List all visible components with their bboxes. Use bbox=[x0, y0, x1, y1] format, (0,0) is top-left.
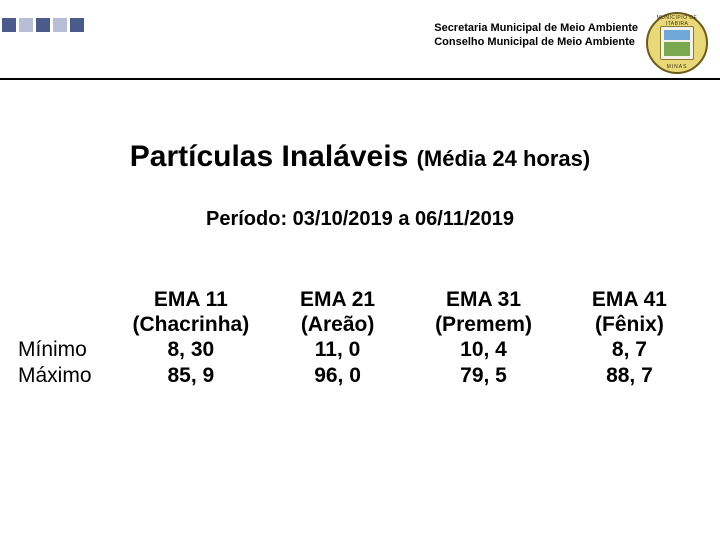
period-text: Período: 03/10/2019 a 06/11/2019 bbox=[0, 208, 720, 231]
header-line-2: Conselho Municipal de Meio Ambiente bbox=[434, 36, 638, 50]
data-table-wrap: EMA 11 EMA 21 EMA 31 EMA 41 (Chacrinha) … bbox=[0, 287, 720, 388]
page-title: Partículas Inaláveis bbox=[130, 140, 417, 173]
decor-square bbox=[2, 18, 16, 32]
header-line-1: Secretaria Municipal de Meio Ambiente bbox=[434, 22, 638, 36]
cell: 8, 30 bbox=[117, 337, 265, 362]
decor-squares bbox=[2, 18, 84, 32]
col-head-name: (Premem) bbox=[410, 312, 557, 337]
col-head-name: (Areão) bbox=[265, 312, 410, 337]
cell: 11, 0 bbox=[265, 337, 410, 362]
col-head-code: EMA 21 bbox=[265, 287, 410, 312]
page-title-row: Partículas Inaláveis (Média 24 horas) bbox=[0, 140, 720, 174]
cell: 96, 0 bbox=[265, 363, 410, 388]
table-corner bbox=[18, 287, 117, 312]
cell: 8, 7 bbox=[557, 337, 702, 362]
header-bar: Secretaria Municipal de Meio Ambiente Co… bbox=[0, 0, 720, 80]
cell: 88, 7 bbox=[557, 363, 702, 388]
decor-square bbox=[36, 18, 50, 32]
data-table: EMA 11 EMA 21 EMA 31 EMA 41 (Chacrinha) … bbox=[18, 287, 702, 388]
col-head-code: EMA 11 bbox=[117, 287, 265, 312]
table-header-row-names: (Chacrinha) (Areão) (Premem) (Fênix) bbox=[18, 312, 702, 337]
decor-square bbox=[53, 18, 67, 32]
col-head-name: (Chacrinha) bbox=[117, 312, 265, 337]
row-label: Mínimo bbox=[18, 338, 87, 361]
row-label: Máximo bbox=[18, 364, 92, 387]
col-head-code: EMA 31 bbox=[410, 287, 557, 312]
table-corner bbox=[18, 312, 117, 337]
table-row: Máximo 85, 9 96, 0 79, 5 88, 7 bbox=[18, 363, 702, 388]
col-head-name: (Fênix) bbox=[557, 312, 702, 337]
cell: 10, 4 bbox=[410, 337, 557, 362]
content: Partículas Inaláveis (Média 24 horas) Pe… bbox=[0, 80, 720, 388]
table-header-row-codes: EMA 11 EMA 21 EMA 31 EMA 41 bbox=[18, 287, 702, 312]
decor-square bbox=[19, 18, 33, 32]
page-title-sub: (Média 24 horas) bbox=[417, 146, 591, 171]
header-text: Secretaria Municipal de Meio Ambiente Co… bbox=[434, 22, 638, 50]
seal-text-bottom: MINAS bbox=[648, 64, 706, 70]
decor-square bbox=[70, 18, 84, 32]
cell: 85, 9 bbox=[117, 363, 265, 388]
municipal-seal-icon: MUNICÍPIO DE ITABIRA MINAS bbox=[646, 12, 708, 74]
cell: 79, 5 bbox=[410, 363, 557, 388]
table-row: Mínimo 8, 30 11, 0 10, 4 8, 7 bbox=[18, 337, 702, 362]
col-head-code: EMA 41 bbox=[557, 287, 702, 312]
